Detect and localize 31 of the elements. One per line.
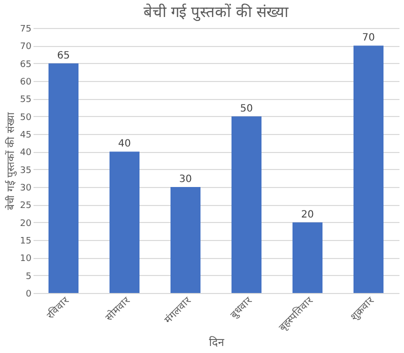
- data-label: 65: [57, 50, 70, 62]
- y-tick-label: 50: [20, 112, 32, 123]
- data-label: 20: [301, 209, 314, 220]
- data-label: 30: [179, 174, 192, 185]
- y-tick-label: 15: [20, 236, 32, 246]
- bar: [232, 116, 262, 293]
- bar: [354, 46, 384, 293]
- y-tick-label: 20: [20, 218, 32, 229]
- y-tick-label: 55: [20, 95, 32, 106]
- bar: [48, 63, 78, 293]
- y-tick-label: 75: [20, 24, 32, 34]
- y-tick-label: 65: [20, 60, 32, 70]
- y-tick-label: 45: [20, 130, 32, 140]
- y-tick-label: 10: [20, 254, 32, 264]
- data-label: 70: [362, 32, 375, 44]
- y-tick-label: 35: [20, 166, 32, 176]
- bar: [170, 187, 200, 293]
- y-tick-label: 60: [20, 78, 32, 88]
- bar: [292, 222, 322, 293]
- y-tick-label: 0: [26, 290, 32, 300]
- y-axis-title: बेची गई पुस्तकों की संख्या: [5, 112, 18, 210]
- y-tick-label: 25: [20, 201, 32, 212]
- y-tick-label: 40: [20, 148, 32, 158]
- y-tick-label: 70: [20, 42, 32, 52]
- y-tick-label: 30: [20, 184, 32, 194]
- y-tick-label: 5: [26, 272, 32, 282]
- chart-title: बेची गई पुस्तकों की संख्या: [143, 3, 290, 22]
- x-axis-title: दिन: [209, 336, 225, 349]
- data-label: 40: [118, 138, 131, 150]
- bar: [110, 152, 140, 293]
- data-label: 50: [240, 103, 253, 114]
